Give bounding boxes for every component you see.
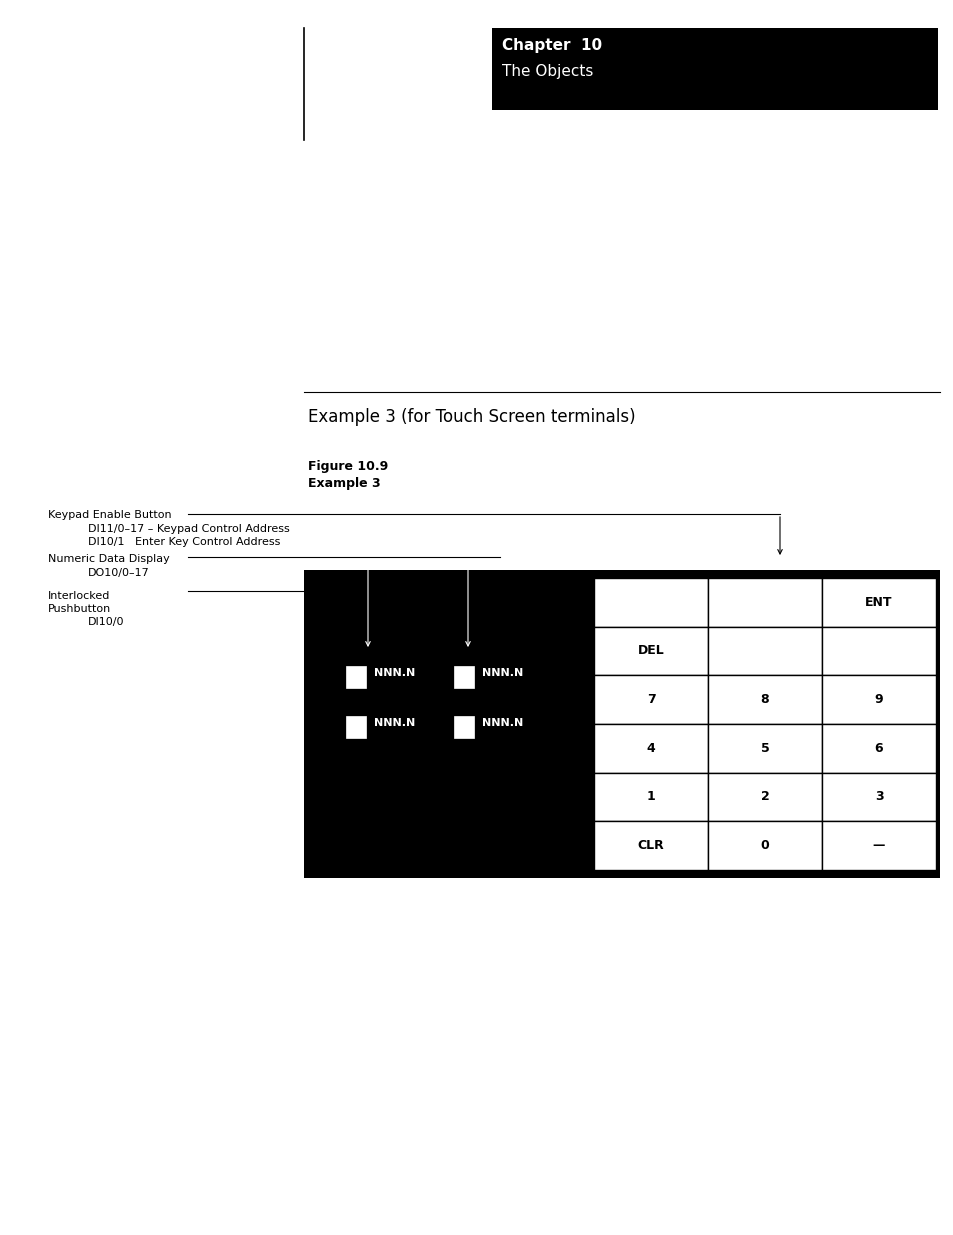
Text: NNN.N: NNN.N	[481, 668, 522, 678]
Text: 3: 3	[874, 790, 882, 804]
Text: Interlocked: Interlocked	[48, 592, 111, 601]
Text: Pushbutton: Pushbutton	[48, 604, 112, 614]
Bar	[594, 676, 707, 724]
Text: 6: 6	[874, 742, 882, 755]
Text: Chapter  10: Chapter 10	[501, 38, 601, 53]
Bar	[821, 773, 935, 821]
Bar	[821, 578, 935, 626]
Text: DO10/0–17: DO10/0–17	[88, 568, 150, 578]
Text: NNN.N: NNN.N	[374, 718, 415, 727]
Text: ENT: ENT	[864, 595, 892, 609]
Bar	[454, 666, 474, 688]
Bar	[821, 676, 935, 724]
Text: Keypad Enable Button: Keypad Enable Button	[48, 510, 172, 520]
Text: 8: 8	[760, 693, 768, 706]
Bar	[707, 626, 821, 676]
Text: 4: 4	[646, 742, 655, 755]
Text: Example 3: Example 3	[308, 477, 380, 490]
Text: DI10/0: DI10/0	[88, 618, 125, 627]
Bar	[594, 773, 707, 821]
Bar	[707, 724, 821, 773]
Text: DI10/1   Enter Key Control Address: DI10/1 Enter Key Control Address	[88, 537, 280, 547]
Text: 2: 2	[760, 790, 768, 804]
Bar	[346, 716, 366, 739]
Bar	[707, 773, 821, 821]
Text: The Objects: The Objects	[501, 64, 593, 79]
Bar	[492, 28, 937, 110]
Bar	[707, 676, 821, 724]
Text: Figure 10.9: Figure 10.9	[308, 459, 388, 473]
Text: —: —	[872, 839, 884, 852]
Text: NNN.N: NNN.N	[374, 668, 415, 678]
Bar	[821, 626, 935, 676]
Bar	[594, 821, 707, 869]
Text: 0: 0	[760, 839, 768, 852]
Bar	[346, 666, 366, 688]
Bar	[821, 724, 935, 773]
Text: 9: 9	[874, 693, 882, 706]
Text: CLR: CLR	[637, 839, 663, 852]
Bar	[594, 578, 707, 626]
Bar	[707, 821, 821, 869]
Bar	[594, 724, 707, 773]
Bar	[594, 626, 707, 676]
Bar	[454, 716, 474, 739]
Text: DEL: DEL	[637, 645, 663, 657]
Text: 1: 1	[646, 790, 655, 804]
Bar	[821, 821, 935, 869]
Text: DI11/0–17 – Keypad Control Address: DI11/0–17 – Keypad Control Address	[88, 524, 290, 534]
Text: 7: 7	[646, 693, 655, 706]
Text: Example 3 (for Touch Screen terminals): Example 3 (for Touch Screen terminals)	[308, 408, 635, 426]
Text: NNN.N: NNN.N	[481, 718, 522, 727]
Text: 5: 5	[760, 742, 768, 755]
Bar	[304, 571, 939, 878]
Bar	[707, 578, 821, 626]
Text: Numeric Data Display: Numeric Data Display	[48, 555, 170, 564]
